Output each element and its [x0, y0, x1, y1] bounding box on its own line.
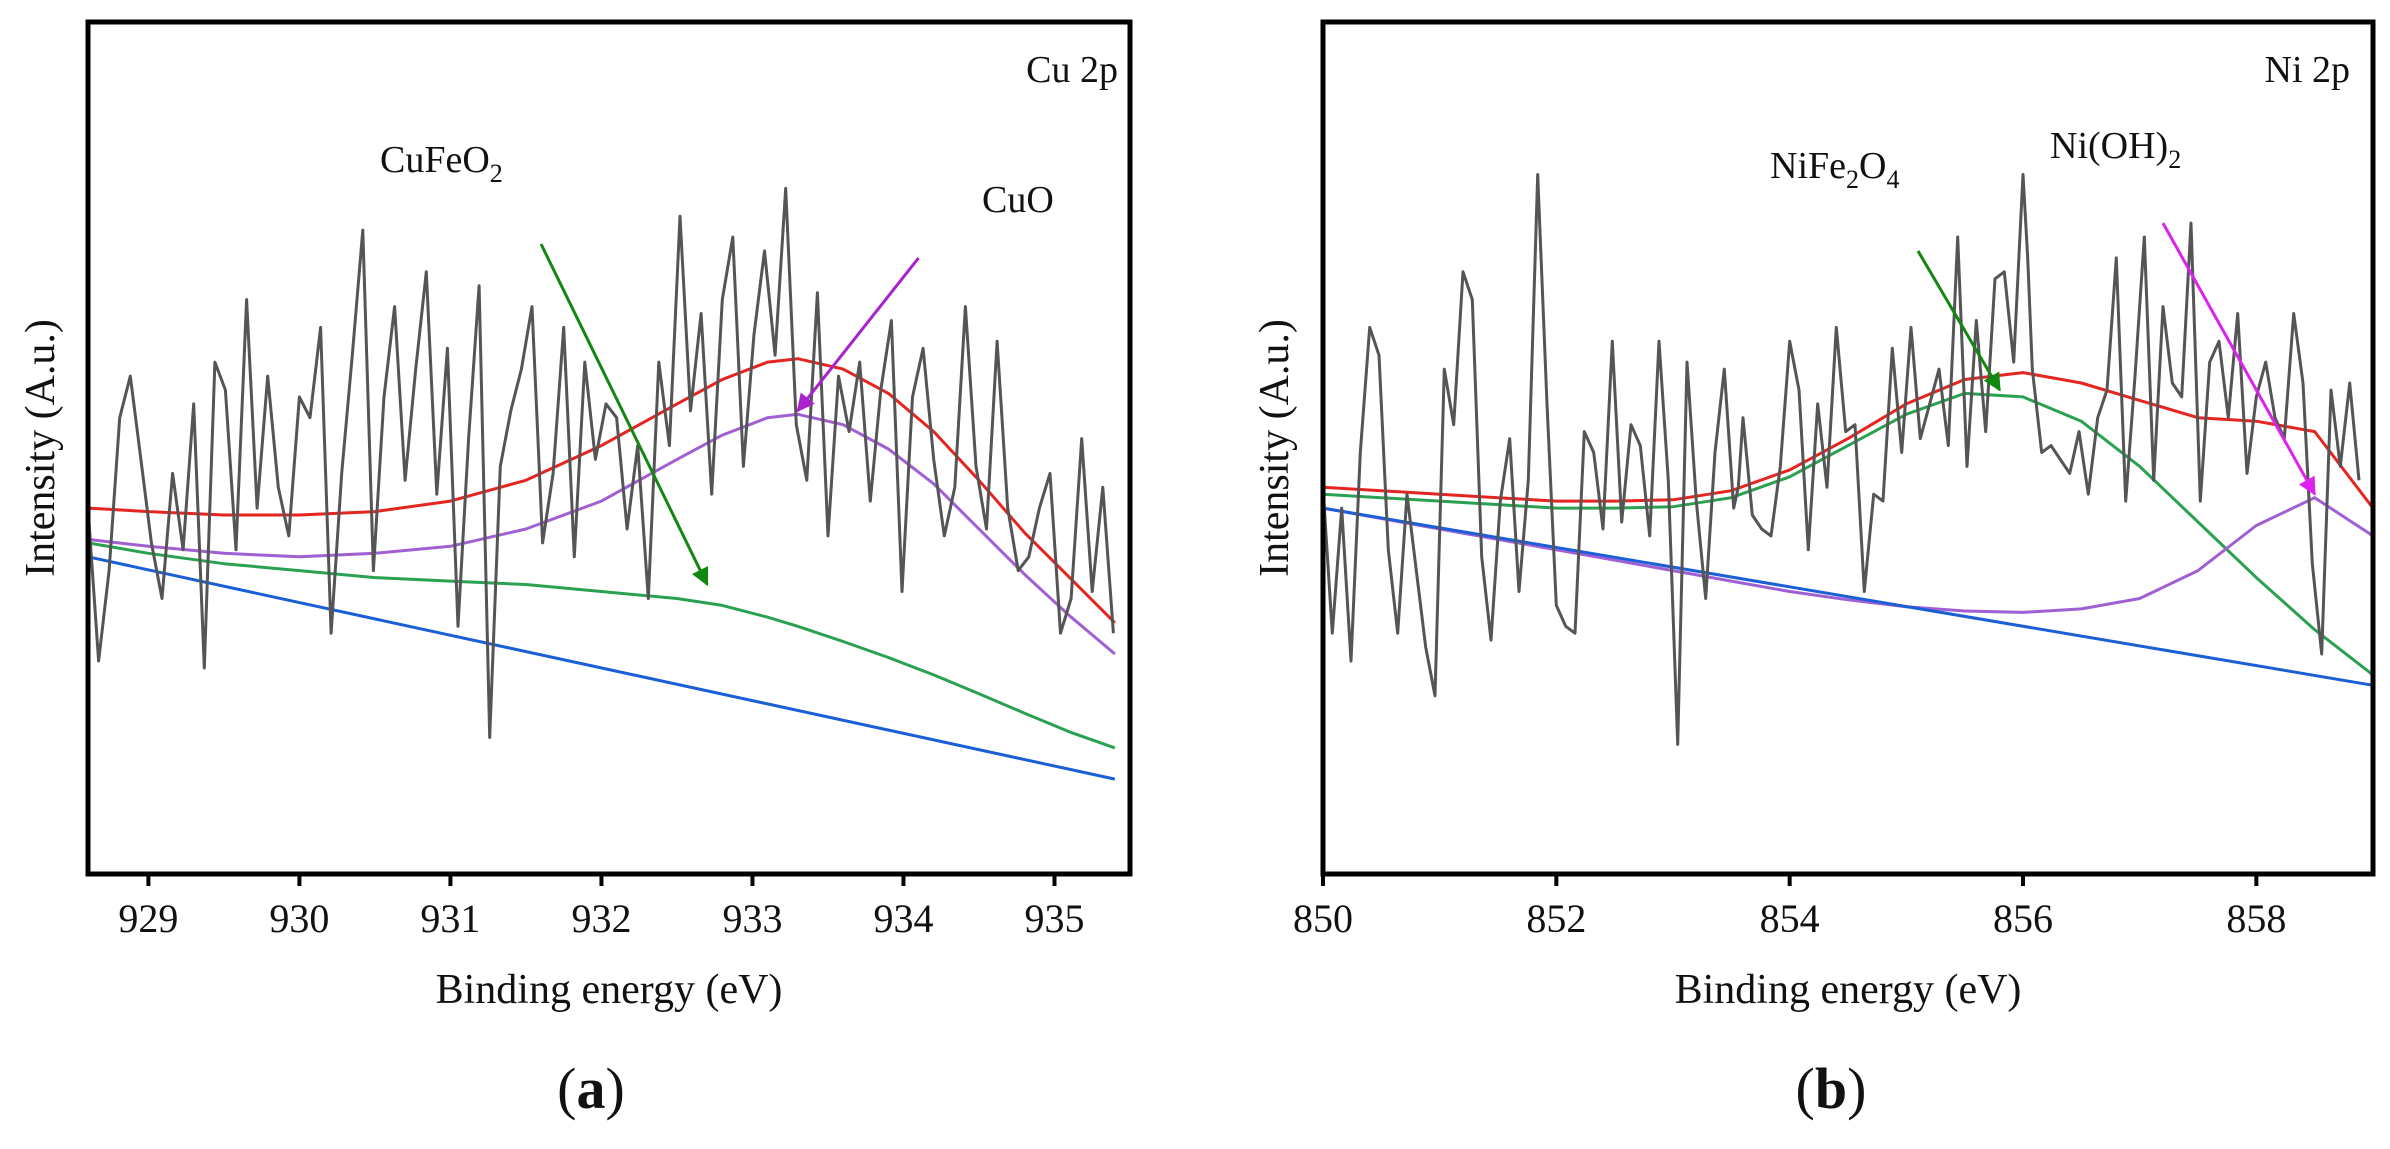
x-ticks-a: 929 930 931 932 933 934 935: [118, 874, 1084, 941]
x-tick-label: 934: [873, 896, 933, 941]
panel-a: 929 930 931 932 933 934 935 Cu 2p CuFeO2 CuO B…: [18, 19, 1133, 1121]
annotation-arrow-1: [1916, 250, 2001, 392]
annotation-nioh2: Ni(OH)2: [2050, 125, 2181, 174]
panel-b: 850 852 854 856 858 Ni 2p NiFe2O4 Ni(OH)2 Bi…: [1252, 19, 2376, 1121]
x-tick-label: 933: [722, 896, 782, 941]
raw-data-b: [1321, 173, 2361, 746]
x-axis-title-b: Binding energy (eV): [1675, 967, 2022, 1013]
panel-title-b: Ni 2p: [2265, 49, 2351, 91]
x-tick-label: 935: [1024, 896, 1084, 941]
plot-area-b: [1321, 173, 2375, 746]
x-tick-label: 854: [1760, 896, 1820, 941]
series-line-cuo: [87, 412, 1116, 656]
raw-data-a: [86, 186, 1115, 739]
series-line-background: [87, 555, 1116, 781]
y-axis-title-a: Intensity (A.u.): [18, 319, 64, 577]
plot-area-a: [86, 186, 1116, 781]
annotation-nife2o4: NiFe2O4: [1770, 145, 1899, 194]
x-tick-label: 852: [1526, 896, 1586, 941]
annotation-cufeo2: CuFeO2: [380, 139, 503, 188]
annotation-arrows-b: [1916, 222, 2316, 496]
x-tick-label: 929: [118, 896, 178, 941]
annotation-cuo: CuO: [982, 179, 1054, 221]
panel-title-a: Cu 2p: [1026, 49, 1118, 91]
y-axis-title-b: Intensity (A.u.): [1252, 319, 1298, 577]
x-tick-label: 932: [571, 896, 631, 941]
panel-letter-b: (b): [1796, 1056, 1867, 1121]
series-line-raw-data: [1321, 173, 2361, 746]
annotation-arrow-2: [796, 256, 920, 413]
annotation-arrow-1: [539, 243, 709, 587]
annotation-arrow-2: [2161, 222, 2316, 496]
annotation-arrows-a: [539, 243, 920, 587]
x-tick-label: 856: [1993, 896, 2053, 941]
x-axis-title-a: Binding energy (eV): [436, 967, 783, 1013]
x-tick-label: 850: [1293, 896, 1353, 941]
panel-letter-a: (a): [557, 1056, 625, 1121]
x-ticks-b: 850 852 854 856 858: [1293, 874, 2286, 941]
x-tick-label: 930: [269, 896, 329, 941]
axes-frame-b: [1320, 19, 2376, 877]
x-tick-label: 858: [2226, 896, 2286, 941]
series-line-nife2o4: [1322, 391, 2374, 677]
axes-frame-a: [85, 19, 1133, 877]
series-line-cufeo2: [87, 541, 1116, 750]
series-line-raw-data: [86, 186, 1115, 739]
x-tick-label: 931: [420, 896, 480, 941]
